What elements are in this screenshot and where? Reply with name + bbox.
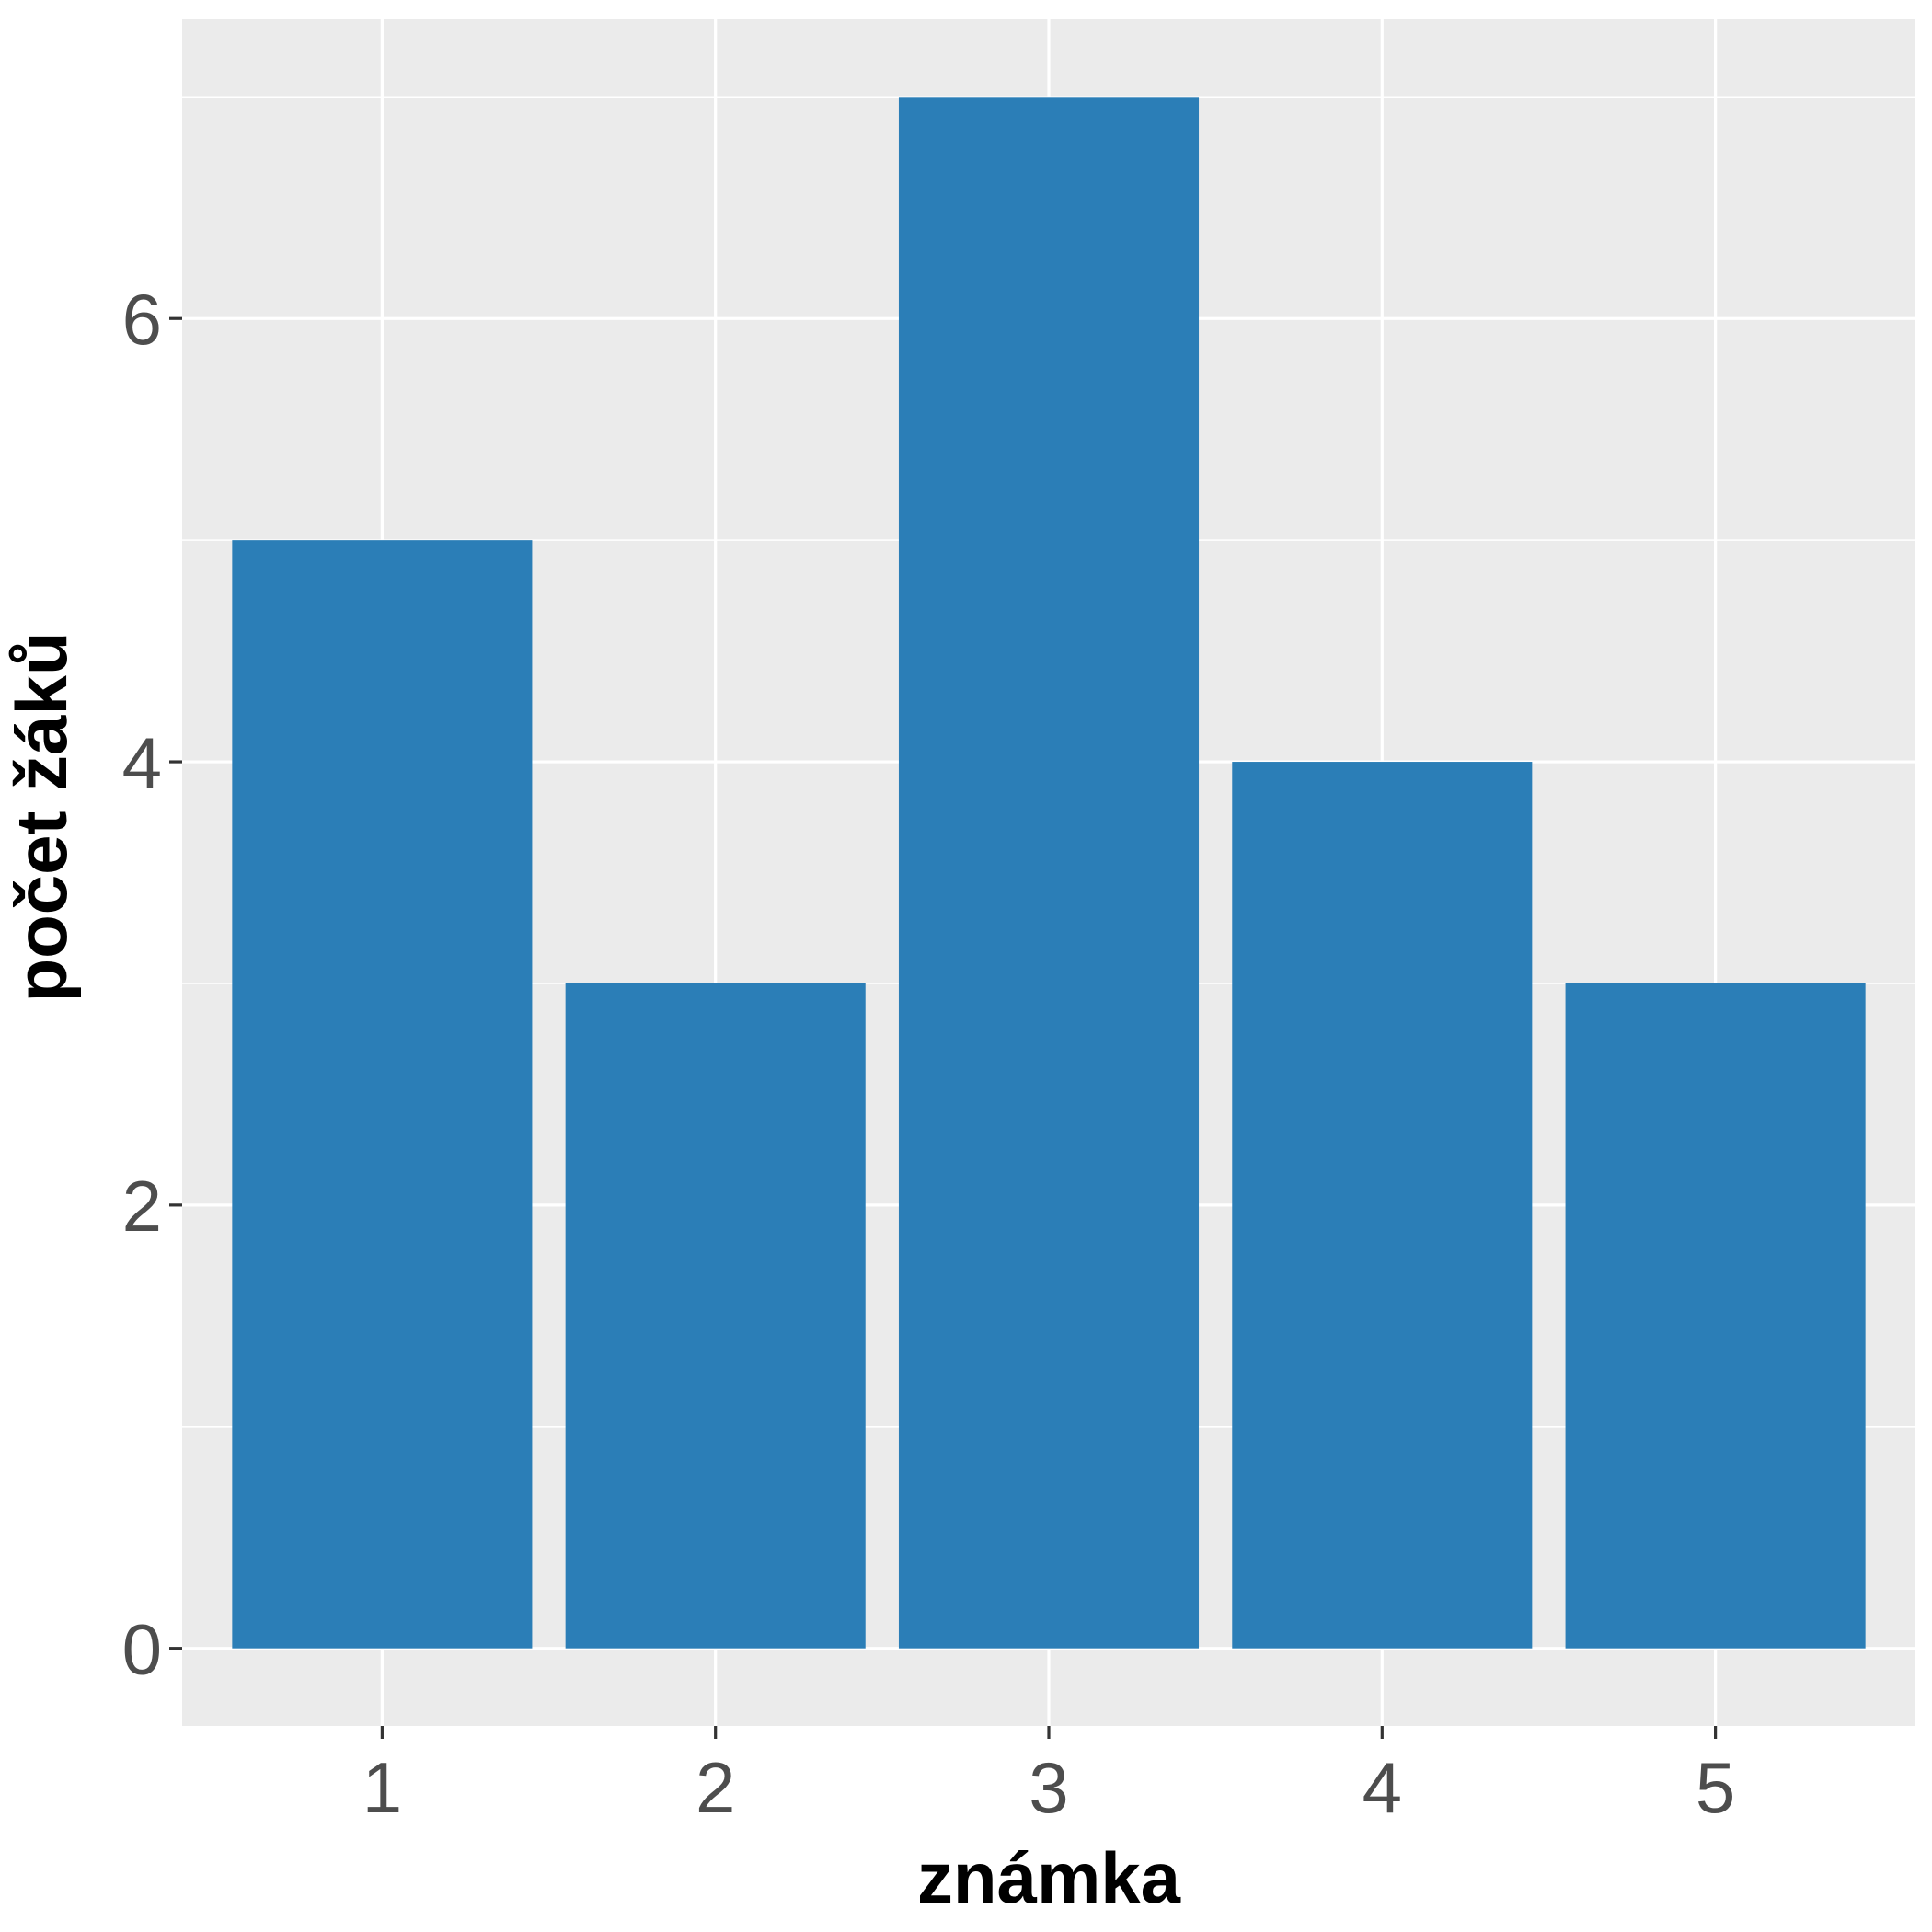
y-tick-label: 0: [122, 1609, 162, 1690]
x-tick-label: 1: [362, 1747, 402, 1828]
bar-4: [1232, 762, 1533, 1649]
x-axis-title: známka: [917, 1837, 1181, 1918]
bar-1: [232, 540, 533, 1649]
x-tick-label: 2: [696, 1747, 735, 1828]
y-axis: 0 2 4 6: [122, 279, 182, 1690]
bar-5: [1565, 983, 1866, 1649]
bars: [232, 97, 1866, 1649]
y-axis-title: počet žáků: [1, 631, 82, 1002]
x-tick-label: 3: [1029, 1747, 1068, 1828]
x-tick-label: 4: [1363, 1747, 1402, 1828]
y-tick-label: 6: [122, 279, 162, 360]
y-tick-label: 2: [122, 1166, 162, 1247]
x-tick-label: 5: [1696, 1747, 1735, 1828]
y-tick-label: 4: [122, 722, 162, 803]
x-axis: 1 2 3 4 5: [362, 1726, 1735, 1828]
bar-2: [565, 983, 866, 1649]
bar-3: [898, 97, 1200, 1649]
